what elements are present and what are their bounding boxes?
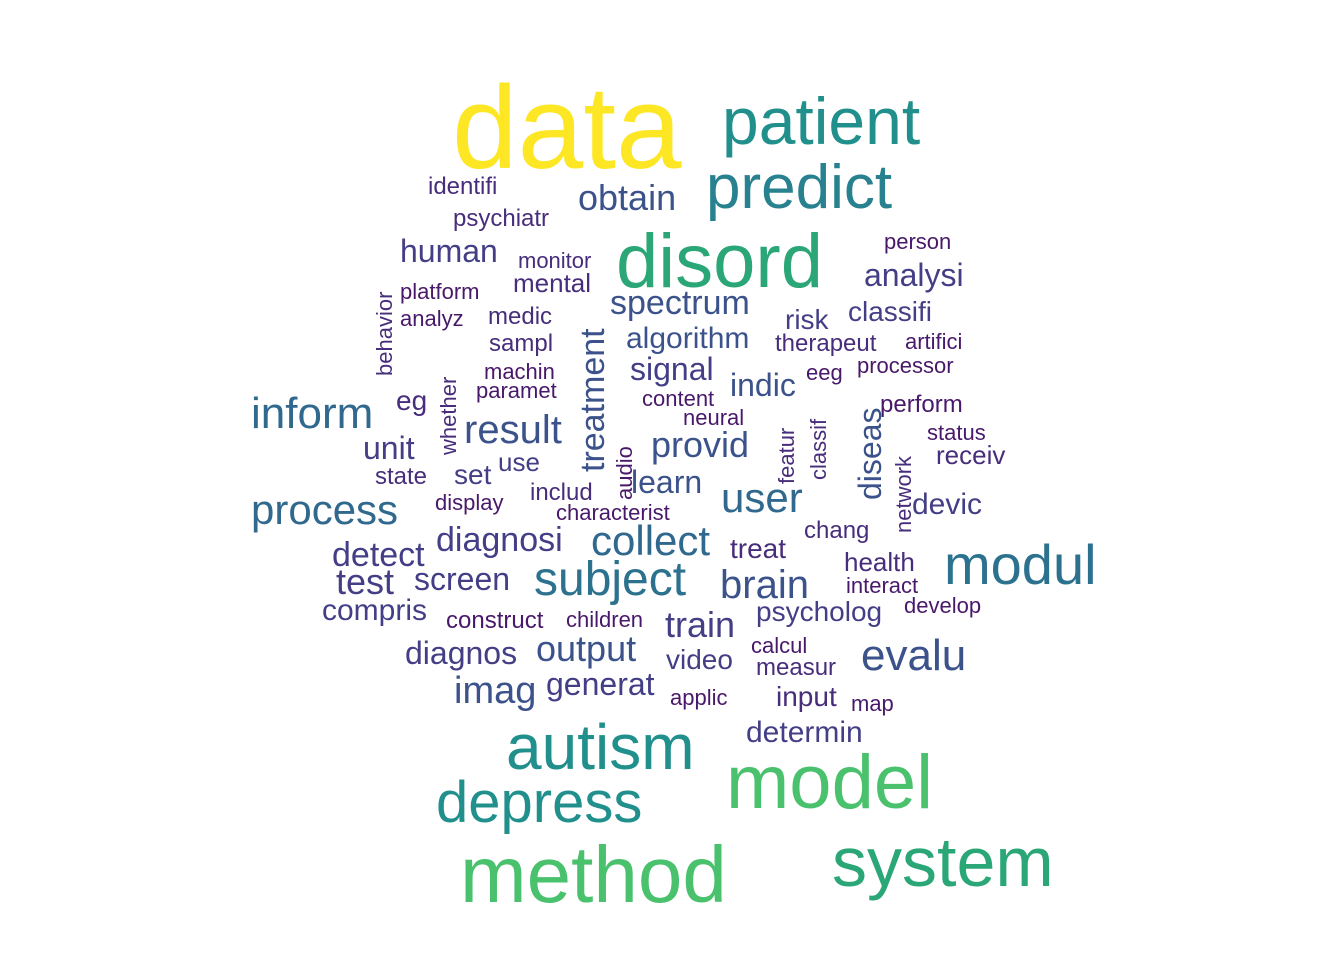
word-signal: signal: [630, 351, 714, 387]
word-set: set: [454, 459, 492, 490]
word-predict: predict: [706, 153, 892, 222]
word-classif: classif: [806, 418, 831, 480]
word-treatment: treatment: [574, 328, 612, 472]
word-user: user: [721, 474, 803, 521]
word-modul: modul: [944, 533, 1097, 596]
word-chang: chang: [804, 517, 869, 544]
word-artifici: artifici: [905, 329, 962, 354]
word-applic: applic: [670, 685, 727, 710]
word-devic: devic: [912, 488, 982, 521]
word-processor: processor: [857, 353, 954, 378]
word-map: map: [851, 691, 894, 716]
word-whether: whether: [436, 377, 461, 456]
word-system: system: [832, 823, 1054, 901]
word-psychiatr: psychiatr: [453, 205, 549, 232]
word-video: video: [666, 644, 733, 675]
word-eg: eg: [396, 385, 427, 416]
word-platform: platform: [400, 279, 479, 304]
word-input: input: [776, 681, 837, 712]
word-analysi: analysi: [864, 257, 964, 293]
word-sampl: sampl: [489, 330, 553, 357]
word-eeg: eeg: [806, 360, 843, 385]
word-classifi: classifi: [848, 296, 932, 327]
word-analyz: analyz: [400, 306, 464, 331]
word-identifi: identifi: [428, 173, 497, 200]
word-indic: indic: [730, 367, 796, 403]
word-train: train: [665, 604, 735, 645]
word-display: display: [435, 490, 503, 515]
word-behavior: behavior: [372, 292, 397, 376]
word-method: method: [460, 830, 727, 919]
word-model: model: [726, 740, 933, 825]
word-person: person: [884, 229, 951, 254]
word-obtain: obtain: [578, 177, 676, 218]
word-human: human: [400, 233, 498, 269]
word-use: use: [498, 447, 540, 477]
word-psycholog: psycholog: [756, 596, 882, 627]
word-perform: perform: [880, 391, 963, 418]
word-unit: unit: [363, 430, 415, 466]
word-paramet: paramet: [476, 378, 557, 403]
word-output: output: [536, 628, 636, 669]
word-spectrum: spectrum: [610, 284, 750, 322]
word-generat: generat: [546, 666, 655, 702]
word-receiv: receiv: [936, 440, 1005, 470]
word-result: result: [464, 408, 562, 452]
word-process: process: [251, 486, 398, 533]
word-patient: patient: [722, 84, 920, 158]
word-compris: compris: [322, 594, 427, 627]
word-inform: inform: [251, 389, 373, 438]
word-mental: mental: [513, 268, 591, 298]
word-screen: screen: [414, 561, 510, 597]
word-subject: subject: [534, 553, 686, 606]
word-provid: provid: [651, 424, 749, 465]
word-medic: medic: [488, 303, 552, 330]
word-develop: develop: [904, 593, 981, 618]
word-measur: measur: [756, 654, 836, 681]
word-construct: construct: [446, 607, 544, 634]
word-imag: imag: [454, 670, 536, 712]
word-treat: treat: [730, 533, 786, 564]
word-evalu: evalu: [861, 631, 966, 680]
word-learn: learn: [631, 464, 702, 500]
word-diseas: diseas: [852, 408, 888, 501]
word-diagnos: diagnos: [405, 635, 517, 671]
word-depress: depress: [436, 770, 642, 835]
